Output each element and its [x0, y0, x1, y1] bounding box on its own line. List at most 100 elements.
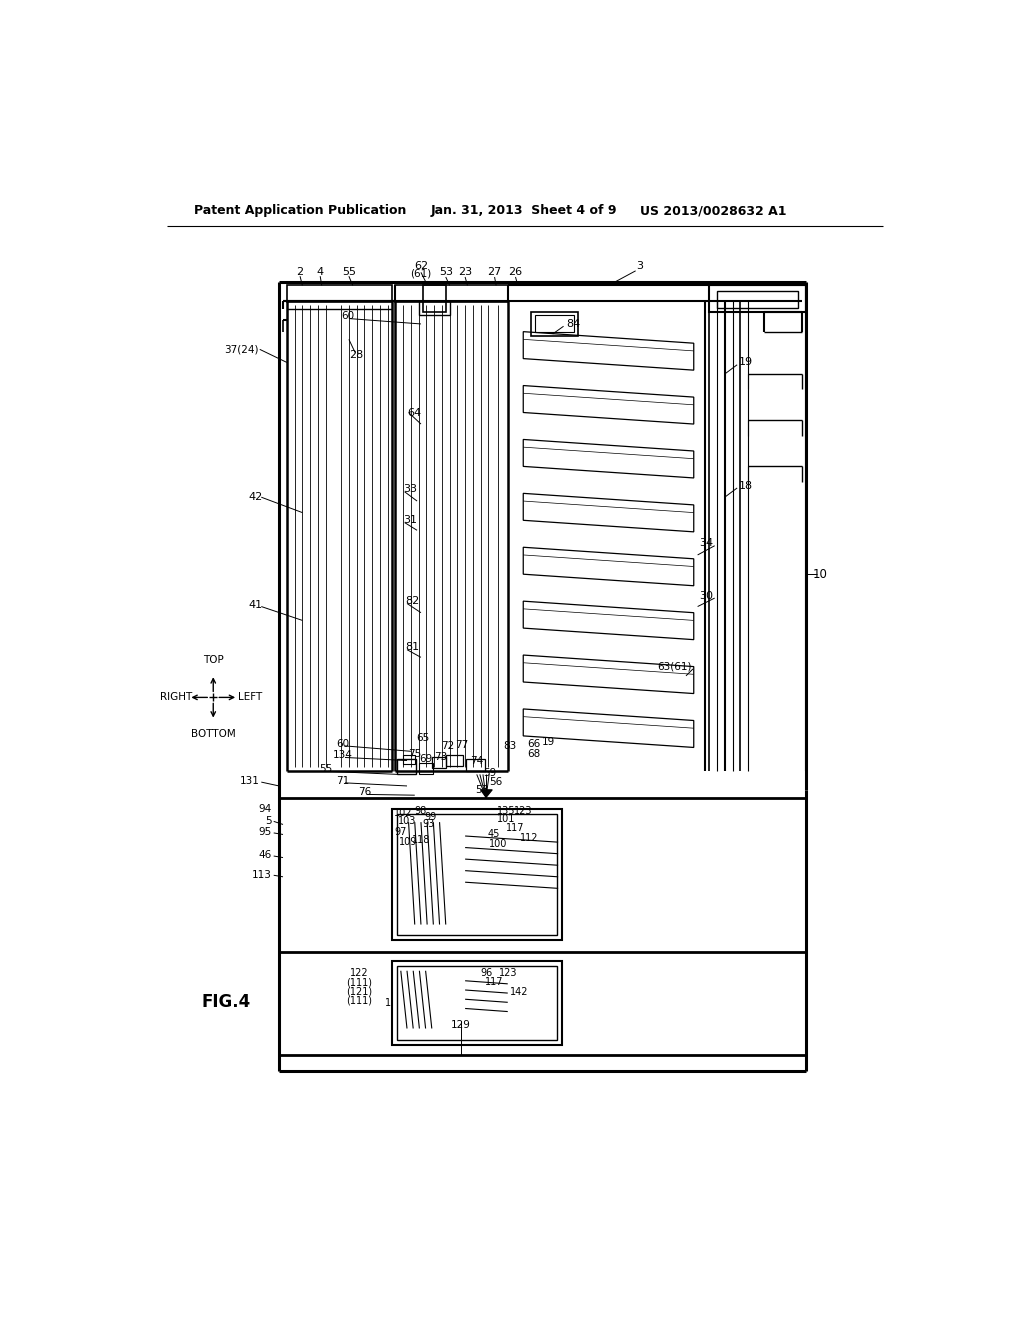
- Text: 3: 3: [636, 261, 643, 271]
- Bar: [445, 755, 463, 766]
- Text: 100: 100: [489, 838, 508, 849]
- Text: 123: 123: [499, 968, 517, 978]
- Text: LEFT: LEFT: [239, 693, 262, 702]
- Text: 95: 95: [258, 828, 271, 837]
- Text: 27: 27: [487, 268, 502, 277]
- Text: 142: 142: [510, 986, 528, 997]
- Text: 122: 122: [349, 968, 369, 978]
- Bar: [397, 966, 557, 1040]
- Text: US 2013/0028632 A1: US 2013/0028632 A1: [640, 205, 786, 218]
- Polygon shape: [480, 789, 493, 797]
- Text: 99: 99: [424, 812, 436, 822]
- Text: 64: 64: [407, 408, 421, 417]
- Bar: [287, 285, 391, 302]
- Polygon shape: [523, 548, 693, 586]
- Text: 131: 131: [240, 776, 260, 785]
- Text: 109: 109: [399, 837, 418, 847]
- Text: 83: 83: [504, 741, 517, 751]
- Text: (121): (121): [346, 986, 372, 997]
- Text: 117: 117: [484, 977, 503, 987]
- Bar: [397, 759, 417, 775]
- Bar: [395, 285, 508, 302]
- Bar: [419, 301, 450, 314]
- Polygon shape: [523, 655, 693, 693]
- Text: 82: 82: [406, 597, 420, 606]
- Text: 62: 62: [414, 261, 428, 271]
- Text: Patent Application Publication: Patent Application Publication: [194, 205, 407, 218]
- Text: 76: 76: [358, 787, 372, 797]
- Text: 23: 23: [458, 268, 472, 277]
- Text: 19: 19: [738, 358, 753, 367]
- Text: 74: 74: [470, 756, 483, 767]
- Text: 65: 65: [416, 733, 429, 743]
- Polygon shape: [523, 440, 693, 478]
- Bar: [391, 961, 562, 1045]
- Bar: [531, 313, 578, 335]
- Text: 56: 56: [488, 777, 502, 787]
- Text: 63(61): 63(61): [657, 661, 691, 672]
- Polygon shape: [523, 709, 693, 747]
- Text: 55: 55: [342, 268, 356, 277]
- Text: 59: 59: [483, 768, 497, 777]
- Text: 69: 69: [419, 754, 432, 764]
- Bar: [710, 285, 806, 313]
- Text: 94: 94: [258, 804, 271, 814]
- Text: 102: 102: [394, 808, 413, 818]
- Text: 53: 53: [475, 785, 488, 795]
- Text: 60: 60: [336, 739, 349, 748]
- Text: 113: 113: [252, 870, 271, 879]
- Text: 123: 123: [514, 805, 532, 816]
- Text: 72: 72: [440, 741, 454, 751]
- Text: 97: 97: [394, 828, 407, 837]
- Bar: [466, 759, 485, 771]
- Text: 118: 118: [412, 834, 430, 845]
- Text: 81: 81: [406, 643, 420, 652]
- Text: 93: 93: [423, 820, 435, 829]
- Text: 46: 46: [258, 850, 271, 861]
- Text: FIG.4: FIG.4: [202, 993, 251, 1011]
- Text: 42: 42: [249, 492, 263, 502]
- Text: 10: 10: [813, 568, 827, 581]
- Text: 26: 26: [509, 268, 522, 277]
- Bar: [419, 763, 432, 775]
- Text: 60: 60: [341, 312, 354, 321]
- Text: (111): (111): [346, 977, 372, 987]
- Text: 135: 135: [497, 805, 515, 816]
- Text: 112: 112: [520, 833, 539, 843]
- Text: BOTTOM: BOTTOM: [190, 730, 236, 739]
- Polygon shape: [523, 601, 693, 640]
- Text: 66: 66: [527, 739, 541, 748]
- Text: 71: 71: [336, 776, 349, 785]
- Text: 37(24): 37(24): [223, 345, 258, 354]
- Polygon shape: [523, 331, 693, 370]
- Text: 77: 77: [455, 741, 468, 750]
- Polygon shape: [523, 385, 693, 424]
- Text: RIGHT: RIGHT: [160, 693, 193, 702]
- Text: 28: 28: [349, 350, 364, 360]
- Text: 103: 103: [397, 816, 416, 825]
- Text: 98: 98: [415, 807, 427, 816]
- Text: 30: 30: [699, 591, 713, 601]
- Bar: [391, 809, 562, 940]
- Bar: [403, 755, 415, 764]
- Text: 75: 75: [409, 748, 421, 759]
- Text: 129: 129: [452, 1019, 471, 1030]
- Text: Jan. 31, 2013  Sheet 4 of 9: Jan. 31, 2013 Sheet 4 of 9: [430, 205, 616, 218]
- Text: 96: 96: [480, 968, 493, 978]
- Text: 41: 41: [249, 601, 263, 610]
- Text: TOP: TOP: [203, 656, 223, 665]
- Text: 101: 101: [497, 814, 515, 824]
- Text: 18: 18: [738, 480, 753, 491]
- Text: 34: 34: [699, 539, 713, 548]
- Bar: [432, 758, 445, 768]
- Bar: [423, 285, 445, 313]
- Text: 73: 73: [434, 752, 446, 763]
- Text: 33: 33: [403, 484, 417, 495]
- Text: 4: 4: [316, 268, 324, 277]
- Polygon shape: [523, 494, 693, 532]
- Text: 5: 5: [265, 816, 271, 825]
- Text: 55: 55: [319, 764, 332, 774]
- Text: 68: 68: [527, 748, 541, 759]
- Text: 117: 117: [506, 824, 524, 833]
- Text: 53: 53: [438, 268, 453, 277]
